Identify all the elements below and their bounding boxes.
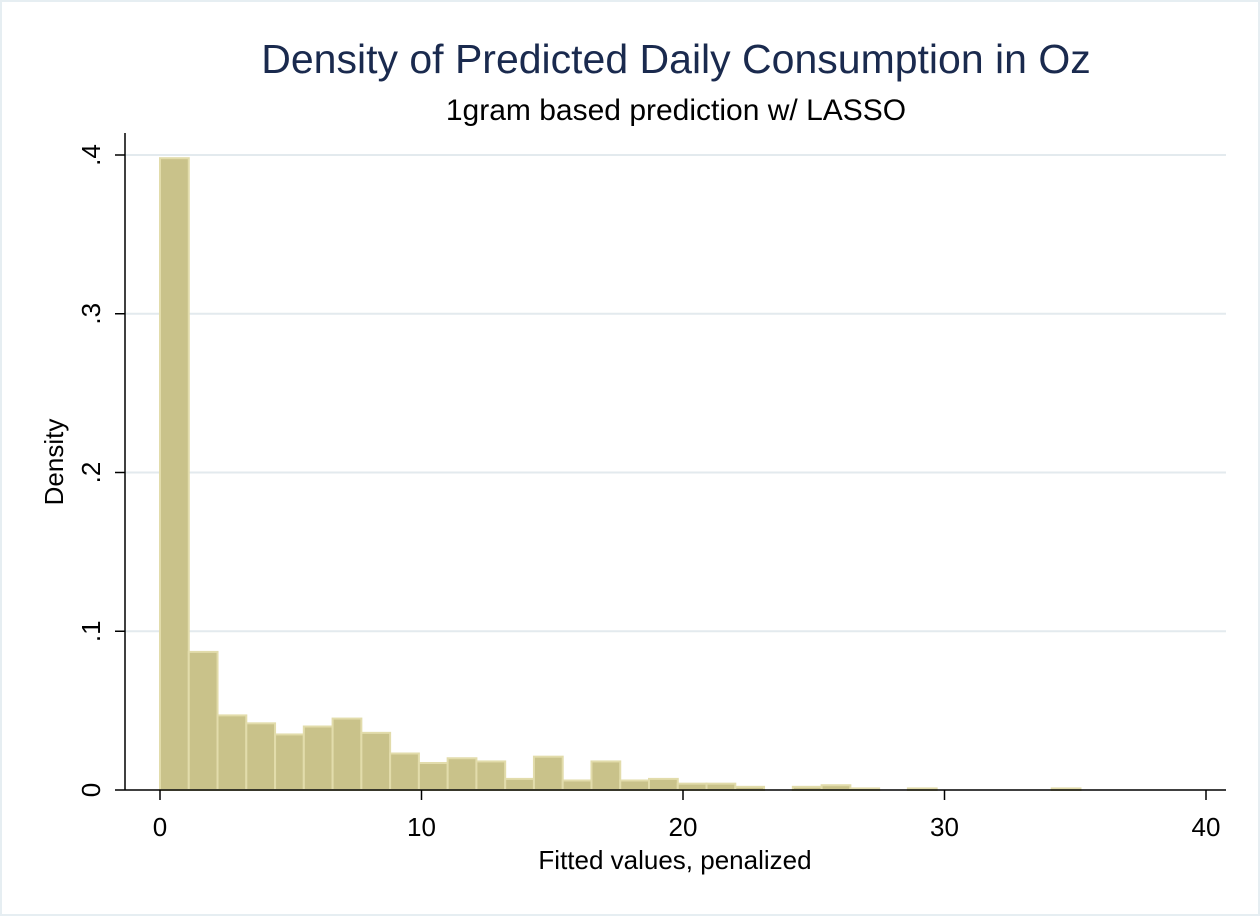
- histogram-bar-10: [446, 757, 478, 791]
- tick-labels: 0 10 20 30 40 0 .1 .2 .3 .4: [76, 144, 1220, 842]
- x-tick-label-2: 20: [669, 812, 698, 842]
- y-axis-label: Density: [39, 419, 69, 506]
- gridlines: [125, 154, 1226, 633]
- y-tick-label-1: .1: [76, 620, 106, 642]
- histogram-bar-13: [532, 755, 564, 791]
- y-tick-label-4: .4: [76, 144, 106, 166]
- x-tick-label-1: 10: [407, 812, 436, 842]
- x-tick-label-4: 40: [1192, 812, 1221, 842]
- histogram-bar-4: [274, 733, 305, 791]
- histogram-bar-12: [504, 777, 535, 792]
- histogram-bar-8: [389, 752, 420, 791]
- histogram-bar-9: [417, 762, 449, 792]
- histogram-bar-17: [648, 777, 679, 792]
- histogram-bar-0: [159, 157, 190, 792]
- y-tick-label-0: 0: [76, 783, 106, 797]
- x-tick-label-3: 30: [930, 812, 959, 842]
- histogram-bar-6: [331, 717, 363, 791]
- histogram-bar-15: [590, 760, 622, 791]
- histogram-bars: [159, 157, 1082, 792]
- histogram-bar-3: [245, 722, 277, 792]
- histogram-bar-2: [216, 714, 248, 792]
- histogram-bar-11: [475, 760, 507, 791]
- y-tick-label-3: .3: [76, 303, 106, 325]
- histogram-bar-14: [561, 779, 593, 791]
- x-tick-label-0: 0: [153, 812, 167, 842]
- y-tick-label-2: .2: [76, 462, 106, 484]
- chart-subtitle: 1gram based prediction w/ LASSO: [446, 94, 906, 127]
- histogram-bar-7: [360, 731, 392, 791]
- chart-title: Density of Predicted Daily Consumption i…: [261, 36, 1090, 82]
- x-axis-label: Fitted values, penalized: [538, 845, 811, 875]
- histogram-bar-19: [705, 782, 737, 792]
- axes: [115, 133, 1226, 800]
- histogram-bar-1: [187, 650, 219, 792]
- histogram-bar-5: [302, 725, 334, 791]
- histogram-bar-18: [676, 782, 708, 792]
- histogram-bar-16: [619, 779, 651, 791]
